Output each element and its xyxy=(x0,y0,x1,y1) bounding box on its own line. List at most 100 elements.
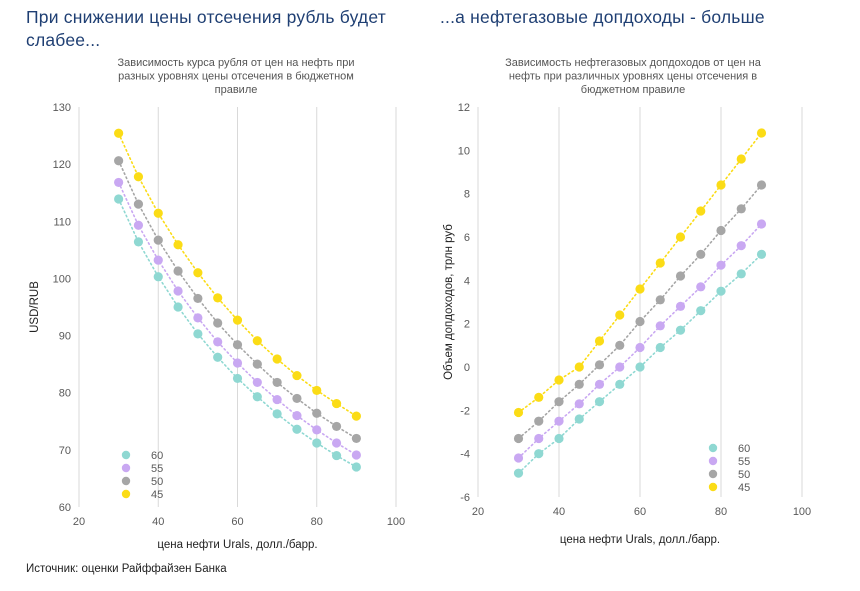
chart1-point-55-90 xyxy=(351,450,361,460)
chart2-point-45-65 xyxy=(655,258,665,268)
chart1-legend-marker-45 xyxy=(121,489,131,499)
chart1-point-50-65 xyxy=(252,359,262,369)
chart2-point-50-85 xyxy=(736,204,746,214)
chart1-point-60-45 xyxy=(173,302,183,312)
chart2-point-55-50 xyxy=(594,379,605,389)
chart1-legend-label-55: 55 xyxy=(151,463,163,475)
chart1-point-45-90 xyxy=(351,411,361,421)
chart1-point-50-80 xyxy=(312,408,322,418)
chart2-point-55-45 xyxy=(574,399,584,409)
chart2-point-50-55 xyxy=(615,340,625,350)
chart1-point-60-60 xyxy=(232,373,243,384)
chart1-y-tick-60: 60 xyxy=(59,502,71,514)
chart2-point-45-45 xyxy=(574,362,584,372)
chart2-point-50-80 xyxy=(716,225,726,236)
chart2-y-tick--2: -2 xyxy=(460,405,470,417)
chart1-y-tick-120: 120 xyxy=(53,159,71,171)
chart2-y-tick-8: 8 xyxy=(464,189,470,201)
chart2-point-55-30 xyxy=(513,453,524,463)
chart2-legend-label-45: 45 xyxy=(738,482,750,494)
chart2-point-60-40 xyxy=(554,433,564,444)
chart1-point-60-50 xyxy=(193,329,203,339)
chart2-x-tick-60: 60 xyxy=(634,506,646,518)
chart1-point-45-75 xyxy=(292,370,302,381)
chart1-point-55-35 xyxy=(133,220,144,230)
chart1-legend-label-60: 60 xyxy=(151,450,163,462)
chart2-point-50-45 xyxy=(574,379,584,389)
chart1-point-55-50 xyxy=(193,313,203,323)
chart1-point-45-50 xyxy=(193,268,203,278)
chart2-point-45-80 xyxy=(716,180,726,190)
chart2-legend-label-60: 60 xyxy=(738,443,750,455)
chart1-x-tick-100: 100 xyxy=(387,516,405,528)
chart2-point-60-70 xyxy=(675,325,686,335)
chart2-point-60-85 xyxy=(736,269,746,279)
chart1-point-55-55 xyxy=(213,337,223,347)
chart1-point-50-60 xyxy=(232,340,243,350)
chart1-x-tick-40: 40 xyxy=(152,516,164,528)
chart2-point-50-90 xyxy=(756,180,767,190)
chart1-point-55-80 xyxy=(312,425,322,435)
chart2-legend-marker-45 xyxy=(708,482,718,492)
chart1-point-50-85 xyxy=(331,421,342,432)
chart1-point-60-85 xyxy=(331,450,342,461)
source-note: Источник: оценки Райффайзен Банка xyxy=(26,563,227,575)
chart1-point-50-90 xyxy=(351,433,361,444)
chart2-point-55-60 xyxy=(635,342,645,353)
chart2-point-60-90 xyxy=(756,249,767,259)
chart2-y-tick-4: 4 xyxy=(464,275,470,287)
chart1-point-60-55 xyxy=(213,352,223,362)
chart1-point-45-65 xyxy=(252,336,262,346)
chart2-y-tick--6: -6 xyxy=(460,492,470,504)
chart1-point-55-65 xyxy=(252,377,262,388)
chart1-point-50-70 xyxy=(272,377,282,388)
chart2-point-50-65 xyxy=(655,295,665,305)
chart1-point-45-85 xyxy=(331,398,342,409)
chart2-point-50-35 xyxy=(534,416,544,426)
chart1-point-55-45 xyxy=(173,286,183,296)
chart1-point-45-80 xyxy=(312,385,322,396)
chart2-x-tick-80: 80 xyxy=(715,506,727,518)
chart1-point-45-55 xyxy=(213,293,223,303)
chart1-y-tick-90: 90 xyxy=(59,331,71,343)
chart1-point-55-60 xyxy=(232,358,243,368)
chart2-point-55-75 xyxy=(696,282,706,292)
chart1-point-60-35 xyxy=(133,237,144,247)
chart2-title-line-3: бюджетном правиле xyxy=(581,84,685,96)
chart2-y-tick-0: 0 xyxy=(464,362,470,374)
chart2-y-axis-label: Объем допдоходов, трлн руб xyxy=(443,224,455,380)
chart2-point-45-30 xyxy=(513,407,524,418)
chart1-point-50-55 xyxy=(213,318,223,328)
chart2-point-45-40 xyxy=(554,375,564,385)
chart1-x-tick-80: 80 xyxy=(311,516,323,528)
chart1-point-55-85 xyxy=(331,438,342,448)
chart1-point-45-45 xyxy=(173,240,183,250)
chart2-point-50-40 xyxy=(554,397,564,407)
chart1-y-axis-label: USD/RUB xyxy=(29,281,41,333)
chart2-point-55-40 xyxy=(554,416,564,426)
chart2-title-line-1: Зависимость нефтегазовых допдоходов от ц… xyxy=(505,57,762,69)
chart2-y-tick-6: 6 xyxy=(464,232,470,244)
chart1-title-line-1: Зависимость курса рубля от цен на нефть … xyxy=(117,57,354,69)
chart2-point-50-30 xyxy=(513,433,524,444)
chart2-point-60-50 xyxy=(594,397,605,407)
chart1-x-axis-label: цена нефти Urals, долл./барр. xyxy=(157,539,317,551)
chart2-legend-label-50: 50 xyxy=(738,469,750,481)
chart1-point-60-75 xyxy=(292,424,302,434)
headline-right: ...а нефтегазовые допдоходы - больше xyxy=(440,7,765,27)
chart1-x-tick-60: 60 xyxy=(231,516,243,528)
headline-left: При снижении цены отсечения рубль будет … xyxy=(26,7,386,50)
chart1-point-45-70 xyxy=(272,354,282,364)
chart1-point-50-75 xyxy=(292,393,302,404)
chart1-point-60-90 xyxy=(351,462,361,472)
chart1-y-tick-100: 100 xyxy=(53,273,71,285)
chart2-y-tick-12: 12 xyxy=(458,102,470,114)
chart1-point-45-35 xyxy=(133,172,144,182)
chart2-x-tick-20: 20 xyxy=(472,506,484,518)
chart1-legend-marker-60 xyxy=(121,450,131,460)
chart1-legend-marker-55 xyxy=(121,463,131,473)
chart1-point-45-30 xyxy=(114,128,124,138)
chart2-point-50-50 xyxy=(594,360,605,370)
chart1-title-line-3: правиле xyxy=(215,84,258,96)
